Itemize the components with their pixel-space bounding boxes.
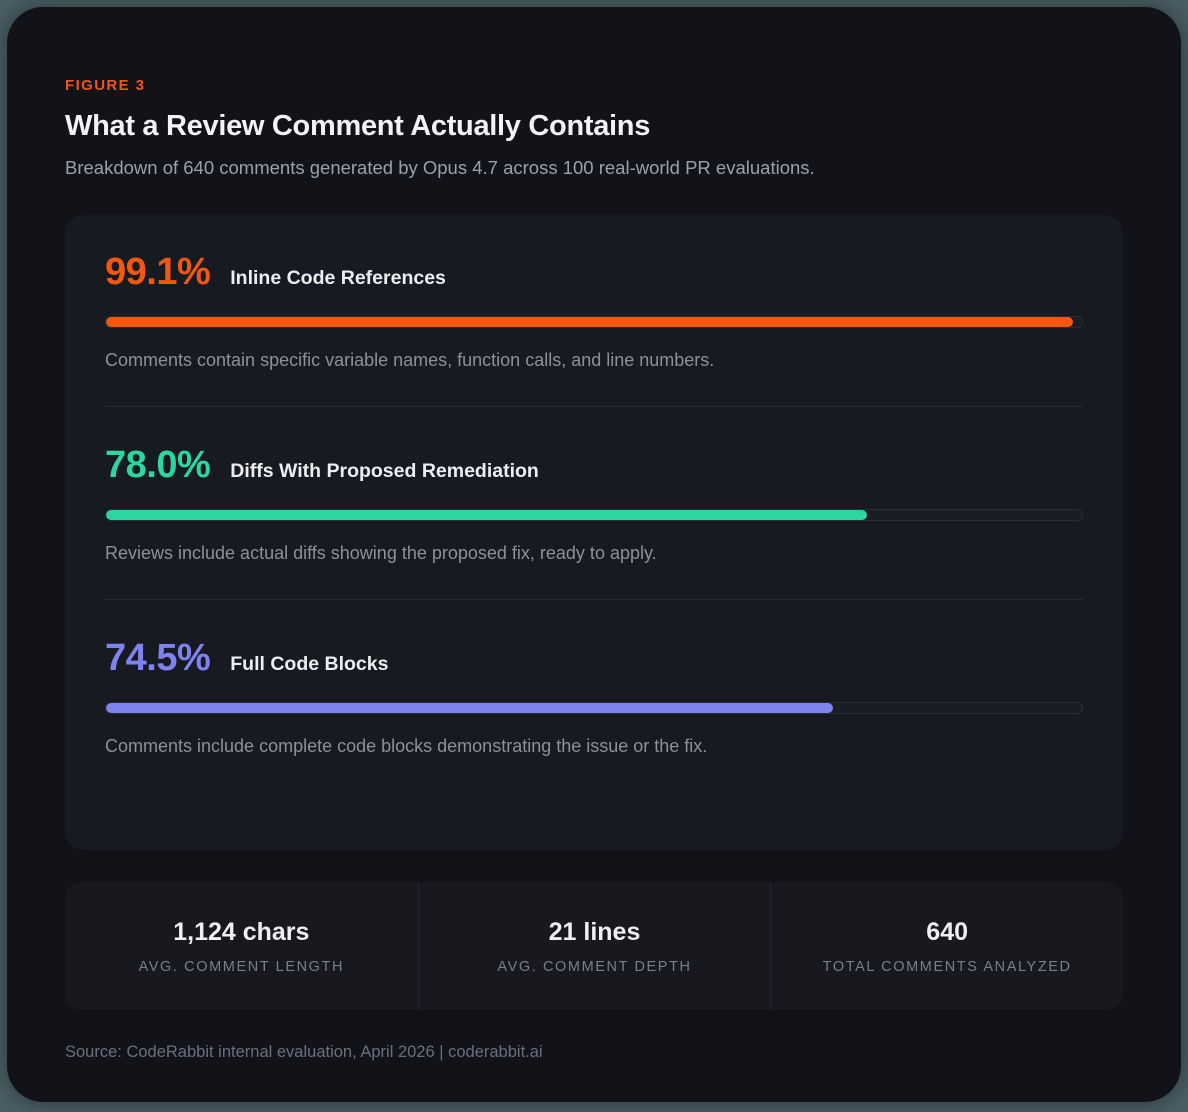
stat-full-code-blocks: 74.5% Full Code Blocks Comments include … (105, 637, 1083, 757)
summary-total-comments: 640 TOTAL COMMENTS ANALYZED (770, 882, 1123, 1010)
figure-card: FIGURE 3 What a Review Comment Actually … (7, 7, 1181, 1102)
stat-label: Full Code Blocks (230, 653, 389, 675)
stat-header: 74.5% Full Code Blocks (105, 637, 1083, 680)
stat-inline-code-references: 99.1% Inline Code References Comments co… (105, 251, 1083, 371)
summary-stats-row: 1,124 chars AVG. COMMENT LENGTH 21 lines… (65, 882, 1123, 1010)
page-title: What a Review Comment Actually Contains (65, 110, 651, 142)
stat-description: Comments include complete code blocks de… (105, 736, 708, 756)
stat-header: 99.1% Inline Code References (105, 251, 1083, 294)
summary-label: AVG. COMMENT LENGTH (138, 958, 345, 975)
summary-avg-comment-depth: 21 lines AVG. COMMENT DEPTH (417, 882, 771, 1010)
stat-description: Reviews include actual diffs showing the… (105, 543, 657, 563)
stat-diffs-with-remediation: 78.0% Diffs With Proposed Remediation Re… (105, 444, 1083, 564)
bar-track (105, 702, 1083, 714)
summary-label: AVG. COMMENT DEPTH (497, 958, 692, 975)
stats-panel: 99.1% Inline Code References Comments co… (65, 215, 1123, 850)
bar-track (105, 316, 1083, 328)
divider (105, 599, 1083, 600)
summary-label: TOTAL COMMENTS ANALYZED (822, 958, 1072, 975)
summary-avg-comment-length: 1,124 chars AVG. COMMENT LENGTH (65, 882, 418, 1010)
summary-value: 1,124 chars (173, 917, 310, 946)
stat-description: Comments contain specific variable names… (105, 350, 715, 370)
stat-percent: 99.1% (105, 251, 211, 293)
stat-percent: 78.0% (105, 444, 211, 486)
bar-fill (106, 703, 834, 713)
summary-value: 640 (926, 917, 969, 946)
figure-label: FIGURE 3 (65, 77, 146, 94)
divider (105, 406, 1083, 407)
source-attribution: Source: CodeRabbit internal evaluation, … (65, 1043, 543, 1061)
bar-fill (106, 510, 868, 520)
stat-percent: 74.5% (105, 637, 211, 679)
stat-label: Diffs With Proposed Remediation (230, 460, 539, 482)
stat-header: 78.0% Diffs With Proposed Remediation (105, 444, 1083, 487)
bar-fill (106, 317, 1074, 327)
stat-label: Inline Code References (230, 267, 446, 289)
bar-track (105, 509, 1083, 521)
page-subtitle: Breakdown of 640 comments generated by O… (65, 157, 815, 178)
summary-value: 21 lines (548, 917, 641, 946)
